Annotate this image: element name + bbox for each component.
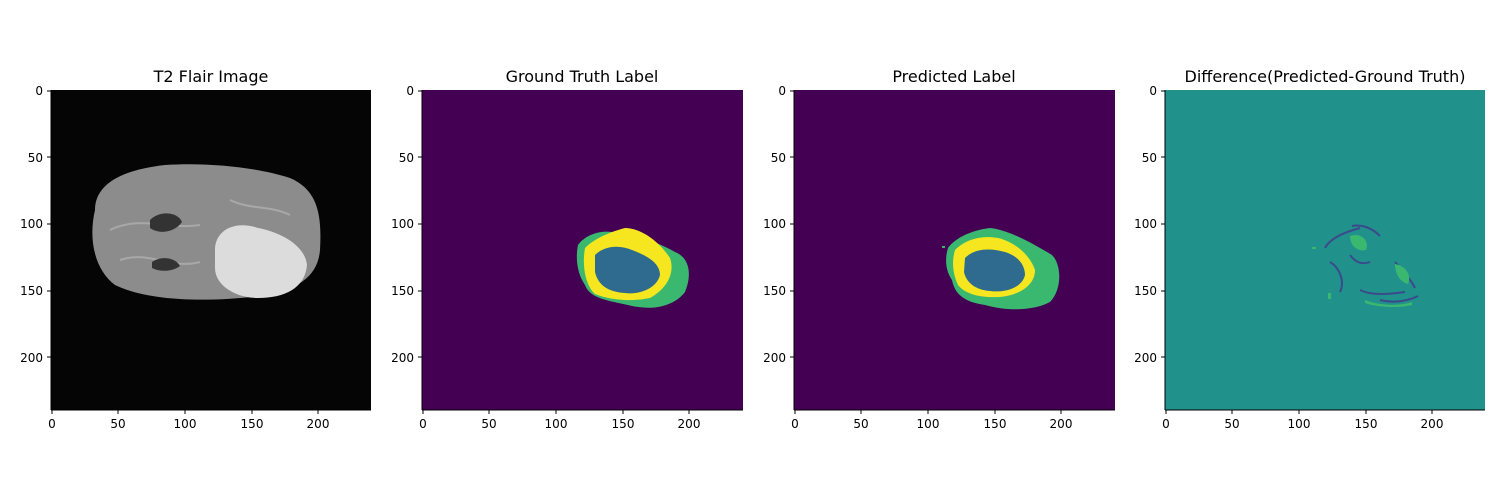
- y-tick-label: 50: [1142, 151, 1157, 165]
- positive-patch: [1395, 264, 1410, 284]
- panel-title: Ground Truth Label: [506, 67, 659, 86]
- y-tick-label: 0: [778, 84, 786, 98]
- y-tick-label: 50: [399, 151, 414, 165]
- y-tick-label: 150: [391, 284, 414, 298]
- panel-difference: Difference(Predicted-Ground Truth): [1134, 67, 1485, 431]
- panel-title: Predicted Label: [892, 67, 1015, 86]
- y-tick-label: 50: [771, 151, 786, 165]
- necrosis-region: [964, 249, 1025, 292]
- x-tick-label: 100: [1288, 417, 1311, 431]
- x-tick-label: 200: [1050, 417, 1073, 431]
- positive-speck: [1328, 293, 1331, 299]
- x-tick-label: 150: [241, 417, 264, 431]
- y-axis: 0 50 100 150 200: [763, 84, 795, 410]
- x-tick-label: 50: [481, 417, 496, 431]
- y-tick-label: 100: [391, 217, 414, 231]
- y-tick-label: 200: [391, 351, 414, 365]
- y-tick-label: 150: [763, 284, 786, 298]
- x-tick-label: 0: [419, 417, 427, 431]
- y-tick-label: 100: [1134, 217, 1157, 231]
- y-axis: 0 50 100 150 200: [391, 84, 423, 410]
- y-tick-label: 200: [20, 351, 43, 365]
- lesion-hyperintensity: [215, 225, 307, 298]
- y-tick-label: 0: [1149, 84, 1157, 98]
- y-tick-label: 0: [35, 84, 43, 98]
- panel-predicted: Predicted Label 0 50 100 150 200 0 50 10…: [763, 67, 1115, 431]
- x-tick-label: 50: [110, 417, 125, 431]
- x-tick-label: 200: [307, 417, 330, 431]
- panel-flair: T2 Flair Image 0 50 100 150 200: [20, 67, 371, 431]
- y-tick-label: 200: [1134, 351, 1157, 365]
- x-tick-label: 150: [984, 417, 1007, 431]
- positive-sliver: [1365, 300, 1412, 308]
- x-axis: 0 50 100 150 200: [48, 409, 371, 431]
- x-tick-label: 50: [1224, 417, 1239, 431]
- panel-title: T2 Flair Image: [153, 67, 269, 86]
- x-tick-label: 150: [1355, 417, 1378, 431]
- x-tick-label: 50: [853, 417, 868, 431]
- x-tick-label: 0: [48, 417, 56, 431]
- x-tick-label: 0: [1162, 417, 1170, 431]
- ventricle-left: [150, 213, 182, 232]
- difference-positive: [1312, 234, 1412, 308]
- y-tick-label: 150: [20, 284, 43, 298]
- y-axis: 0 50 100 150 200: [20, 84, 52, 410]
- image-area: [1165, 90, 1485, 410]
- positive-patch: [1350, 234, 1367, 251]
- difference-background: [1165, 90, 1485, 410]
- x-axis: 0 50 100 150 200: [791, 409, 1115, 431]
- y-tick-label: 100: [20, 217, 43, 231]
- x-tick-label: 100: [917, 417, 940, 431]
- y-tick-label: 50: [28, 151, 43, 165]
- image-area: [51, 90, 371, 410]
- image-area: [422, 90, 743, 410]
- x-tick-label: 200: [678, 417, 701, 431]
- y-tick-label: 200: [763, 351, 786, 365]
- x-tick-label: 0: [791, 417, 799, 431]
- x-tick-label: 150: [612, 417, 635, 431]
- y-tick-label: 100: [763, 217, 786, 231]
- x-tick-label: 100: [174, 417, 197, 431]
- x-axis: 0 50 100 150 200: [1162, 409, 1485, 431]
- panel-title: Difference(Predicted-Ground Truth): [1185, 67, 1466, 86]
- ventricle-lower: [152, 258, 180, 271]
- x-tick-label: 100: [545, 417, 568, 431]
- image-area: [794, 90, 1115, 410]
- edema-speck: [942, 246, 945, 248]
- positive-speck: [1312, 247, 1316, 249]
- y-axis: 0 50 100 150 200: [1134, 84, 1166, 410]
- x-axis: 0 50 100 150 200: [419, 409, 743, 431]
- y-tick-label: 0: [406, 84, 414, 98]
- panel-ground-truth: Ground Truth Label 0 50 100 150 200 0 50…: [391, 67, 743, 431]
- necrosis-region: [595, 246, 660, 294]
- x-tick-label: 200: [1421, 417, 1444, 431]
- y-tick-label: 150: [1134, 284, 1157, 298]
